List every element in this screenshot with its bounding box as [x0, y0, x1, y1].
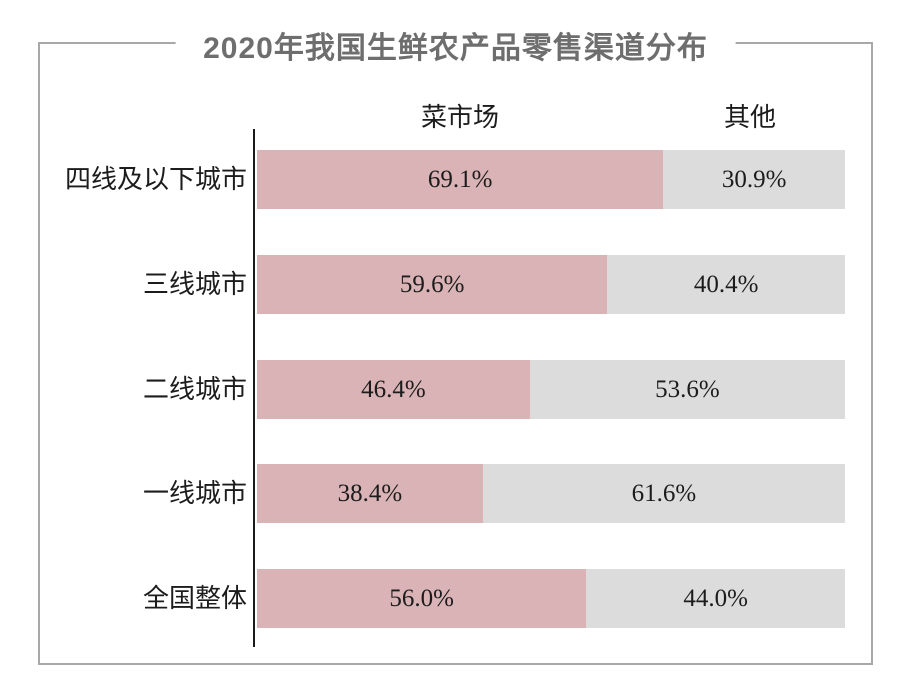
bar-segment-qita: 61.6% — [482, 464, 845, 523]
bar-row: 三线城市 59.6% 40.4% — [50, 255, 845, 314]
value-label: 61.6% — [631, 479, 697, 507]
bar-row: 二线城市 46.4% 53.6% — [50, 360, 845, 419]
bar-segment-qita: 30.9% — [663, 150, 845, 209]
value-label: 40.4% — [693, 270, 759, 298]
value-label: 59.6% — [399, 270, 465, 298]
chart-title: 2020年我国生鲜农产品零售渠道分布 — [175, 23, 736, 67]
value-label: 38.4% — [337, 479, 403, 507]
value-label: 44.0% — [683, 584, 748, 612]
category-label: 全国整体 — [142, 584, 247, 613]
y-axis-line — [253, 129, 255, 647]
stacked-bar: 69.1% 30.9% — [257, 150, 845, 209]
value-label: 69.1% — [427, 165, 493, 193]
bar-row: 四线及以下城市 69.1% 30.9% — [50, 150, 845, 209]
chart-frame: 2020年我国生鲜农产品零售渠道分布 菜市场 其他 四线及以下城市 69.1% … — [38, 23, 873, 665]
bar-row: 一线城市 38.4% 61.6% — [50, 464, 845, 523]
bar-segment-caishichang: 56.0% — [257, 569, 587, 628]
stacked-bar: 38.4% 61.6% — [257, 464, 845, 523]
bar-segment-qita: 40.4% — [607, 255, 845, 314]
bar-segment-caishichang: 46.4% — [257, 360, 530, 419]
category-label: 三线城市 — [142, 270, 247, 299]
value-label: 53.6% — [655, 375, 720, 403]
series-header-qita: 其他 — [723, 103, 777, 132]
category-label: 一线城市 — [142, 479, 247, 508]
bar-segment-qita: 53.6% — [529, 360, 845, 419]
stacked-bar: 59.6% 40.4% — [257, 255, 845, 314]
bar-segment-caishichang: 69.1% — [257, 150, 664, 209]
stacked-bar: 46.4% 53.6% — [257, 360, 845, 419]
category-label: 二线城市 — [142, 375, 247, 404]
bar-segment-qita: 44.0% — [586, 569, 845, 628]
series-header-caishichang: 菜市场 — [420, 103, 500, 132]
stacked-bar: 56.0% 44.0% — [257, 569, 845, 628]
bar-row: 全国整体 56.0% 44.0% — [50, 569, 845, 628]
value-label: 46.4% — [361, 375, 426, 403]
category-label: 四线及以下城市 — [64, 165, 247, 194]
value-label: 30.9% — [721, 165, 787, 193]
bar-segment-caishichang: 38.4% — [257, 464, 483, 523]
bar-segment-caishichang: 59.6% — [257, 255, 608, 314]
value-label: 56.0% — [389, 584, 454, 612]
